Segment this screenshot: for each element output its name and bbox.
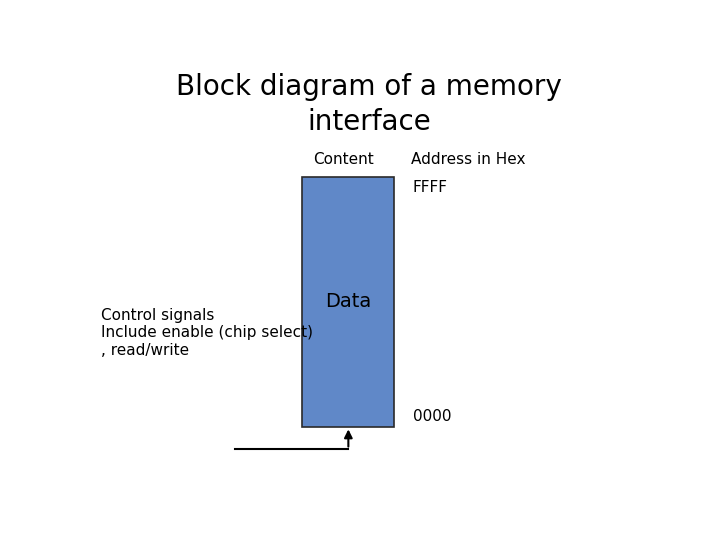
- Text: Block diagram of a memory
interface: Block diagram of a memory interface: [176, 73, 562, 136]
- Text: FFFF: FFFF: [413, 180, 448, 195]
- Text: Content: Content: [313, 152, 374, 167]
- Text: 0000: 0000: [413, 409, 451, 424]
- Text: Address in Hex: Address in Hex: [411, 152, 526, 167]
- Text: Control signals
Include enable (chip select)
, read/write: Control signals Include enable (chip sel…: [101, 308, 313, 358]
- Text: Data: Data: [325, 292, 372, 311]
- Bar: [302, 177, 394, 427]
